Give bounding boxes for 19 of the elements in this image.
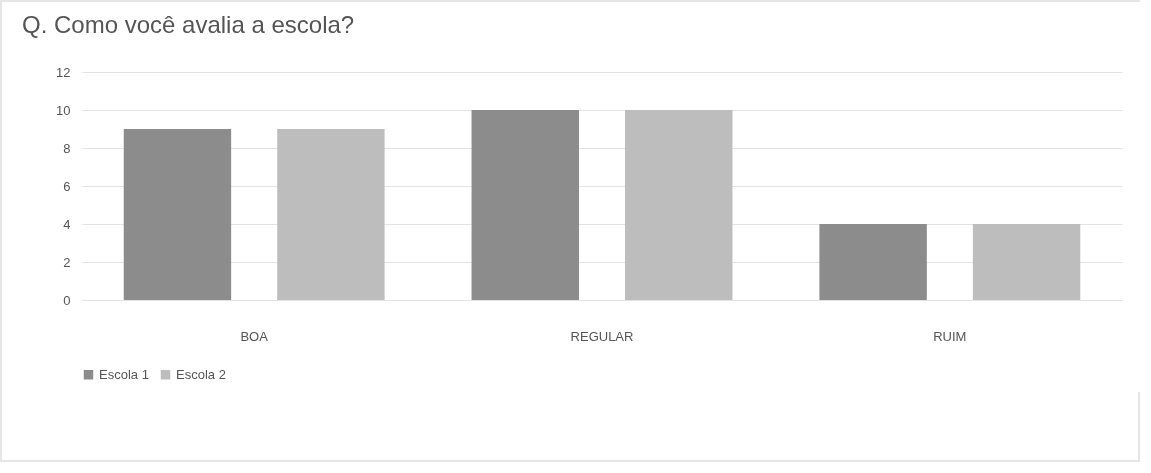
bar xyxy=(471,110,579,300)
bar xyxy=(819,224,927,300)
bar xyxy=(625,110,733,300)
bar xyxy=(277,129,385,300)
y-tick-label: 0 xyxy=(63,292,71,308)
y-tick-label: 2 xyxy=(63,254,71,270)
x-tick-label: RUIM xyxy=(933,328,967,344)
legend-label: Escola 1 xyxy=(99,366,149,382)
x-tick-label: REGULAR xyxy=(570,328,634,344)
x-tick-label: BOA xyxy=(240,328,269,344)
y-tick-label: 10 xyxy=(56,102,71,118)
y-tick-label: 8 xyxy=(63,140,71,156)
bar xyxy=(972,224,1081,300)
chart-title: Q. Como você avalia a escola? xyxy=(22,11,355,38)
bar xyxy=(123,129,232,300)
legend-label: Escola 2 xyxy=(176,366,226,382)
y-tick-label: 12 xyxy=(56,64,71,80)
y-tick-label: 6 xyxy=(63,178,71,194)
y-tick-label: 4 xyxy=(63,216,71,232)
